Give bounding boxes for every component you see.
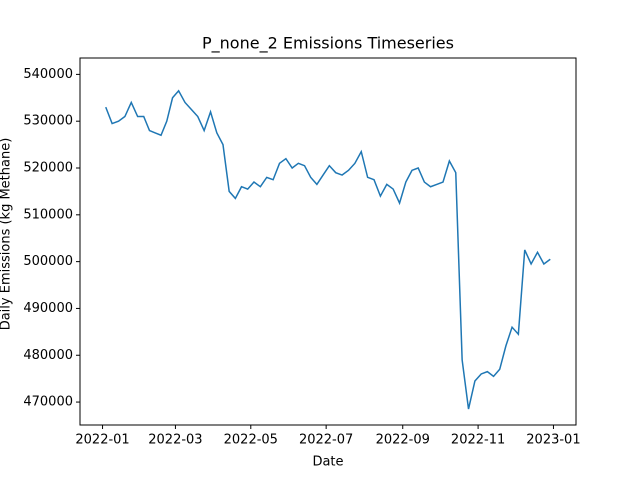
x-tick-label: 2022-09: [376, 433, 430, 448]
x-tick-label: 2023-01: [526, 433, 580, 448]
x-tick-label: 2022-03: [148, 433, 202, 448]
y-tick-label: 530000: [23, 114, 73, 129]
data-line: [105, 89, 551, 410]
y-tick-label: 540000: [23, 67, 73, 82]
x-tick-label: 2022-01: [75, 433, 129, 448]
x-tick-label: 2022-11: [451, 433, 505, 448]
y-tick-label: 500000: [23, 254, 73, 269]
y-tick-label: 520000: [23, 161, 73, 176]
x-axis-label: Date: [312, 455, 343, 470]
y-tick-label: 480000: [23, 348, 73, 363]
y-tick-label: 490000: [23, 301, 73, 316]
y-tick-label: 470000: [23, 395, 73, 410]
x-tick-label: 2022-05: [224, 433, 278, 448]
chart-title: P_none_2 Emissions Timeseries: [202, 34, 454, 54]
y-axis-label: Daily Emissions (kg Methane): [0, 138, 14, 331]
plot-frame: [79, 57, 577, 426]
x-tick-label: 2022-07: [299, 433, 353, 448]
y-tick-label: 510000: [23, 207, 73, 222]
